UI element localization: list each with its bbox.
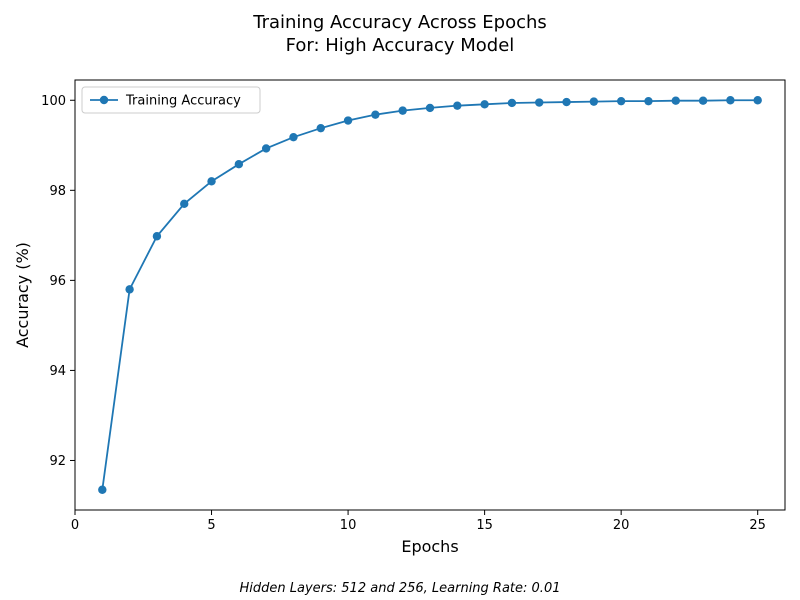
data-point [535, 98, 544, 107]
data-point [589, 97, 599, 106]
x-tick-label: 5 [207, 518, 215, 533]
data-point [698, 96, 708, 105]
data-point [644, 96, 653, 106]
data-point [343, 116, 353, 125]
x-tick-label: 20 [613, 518, 630, 533]
data-point [316, 123, 325, 133]
footnote: Hidden Layers: 512 and 256, Learning Rat… [239, 581, 561, 596]
data-point [289, 132, 298, 142]
series-line [101, 99, 758, 490]
legend: Training Accuracy [81, 86, 261, 114]
chart-title: Training Accuracy Across Epochs [253, 12, 547, 33]
data-point [753, 96, 762, 105]
y-tick-label: 98 [49, 184, 66, 199]
data-point [98, 485, 107, 494]
data-marks [98, 96, 762, 494]
x-axis-label: Epochs [401, 537, 458, 556]
y-tick-label: 92 [49, 454, 66, 469]
y-tick-label: 96 [49, 274, 66, 289]
x-tick-label: 0 [71, 518, 79, 533]
data-point [180, 199, 189, 209]
chart-subtitle: For: High Accuracy Model [285, 35, 515, 56]
y-tick-label: 94 [49, 364, 66, 379]
legend-box [81, 86, 261, 114]
legend-label: Training Accuracy [125, 94, 241, 109]
y-axis-label: Accuracy (%) [13, 242, 32, 348]
data-point [616, 96, 626, 106]
data-point [425, 103, 435, 113]
x-tick-label: 10 [340, 518, 357, 533]
data-point [562, 97, 571, 107]
axes: 0 5 10 15 20 25 92 94 96 98 100 [41, 79, 786, 533]
data-point [261, 144, 271, 153]
data-point [671, 96, 680, 105]
y-tick-label: 100 [41, 94, 66, 109]
data-point [234, 159, 244, 169]
data-point [726, 96, 735, 105]
data-point [125, 285, 134, 294]
data-point [207, 177, 216, 186]
data-point [152, 232, 162, 241]
plot-frame [74, 79, 786, 511]
data-point [507, 98, 517, 108]
x-tick-label: 25 [749, 518, 766, 533]
data-point [371, 110, 380, 119]
data-point [398, 106, 407, 115]
legend-marker [99, 95, 109, 105]
data-point [453, 101, 462, 110]
x-tick-label: 15 [476, 518, 493, 533]
data-point [480, 100, 489, 109]
